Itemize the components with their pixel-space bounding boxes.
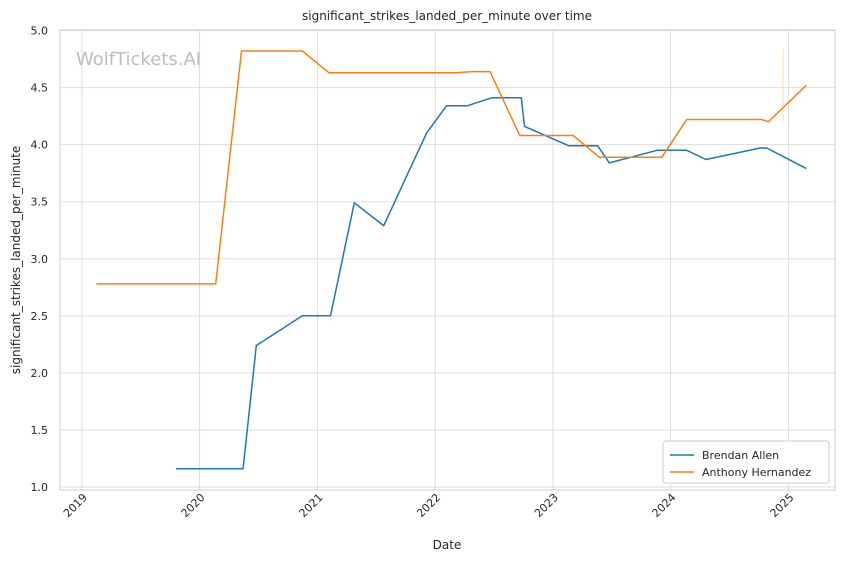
series-line-brendan-allen [176,97,807,470]
x-tick-labels: 2019 2020 2021 2022 2023 2024 2025 [61,491,797,520]
series-line-anthony-hernandez [96,50,807,285]
y-tick-label: 4.0 [31,139,49,152]
legend-label: Brendan Allen [702,449,779,462]
y-tick-label: 1.5 [31,424,49,437]
x-tick-label: 2019 [61,491,90,520]
y-tick-label: 2.5 [31,310,49,323]
y-tick-label: 5.0 [31,25,49,38]
legend-box [662,440,830,484]
y-tick-labels: 1.0 1.5 2.0 2.5 3.0 3.5 4.0 4.5 5.0 [31,25,49,495]
y-axis-label: significant_strikes_landed_per_minute [9,146,23,375]
x-axis-label: Date [433,538,462,552]
x-tick-label: 2025 [768,491,797,520]
x-tick-label: 2024 [650,491,679,520]
grid [60,30,835,490]
y-tick-label: 2.0 [31,367,49,380]
y-tick-label: 1.0 [31,481,49,494]
x-tick-label: 2023 [532,491,561,520]
x-tick-label: 2022 [414,491,443,520]
plot-frame [59,29,836,491]
watermark: WolfTickets.AI [76,49,201,70]
legend: Brendan Allen Anthony Hernandez [662,440,830,484]
x-tick-label: 2020 [179,491,208,520]
chart-title: significant_strikes_landed_per_minute ov… [302,9,592,23]
y-tick-label: 3.0 [31,253,49,266]
plot-area [60,30,835,490]
legend-label: Anthony Hernandez [702,466,811,479]
y-tick-label: 4.5 [31,82,49,95]
series-lines [96,50,807,470]
y-tick-label: 3.5 [31,196,49,209]
x-tick-label: 2021 [297,491,326,520]
